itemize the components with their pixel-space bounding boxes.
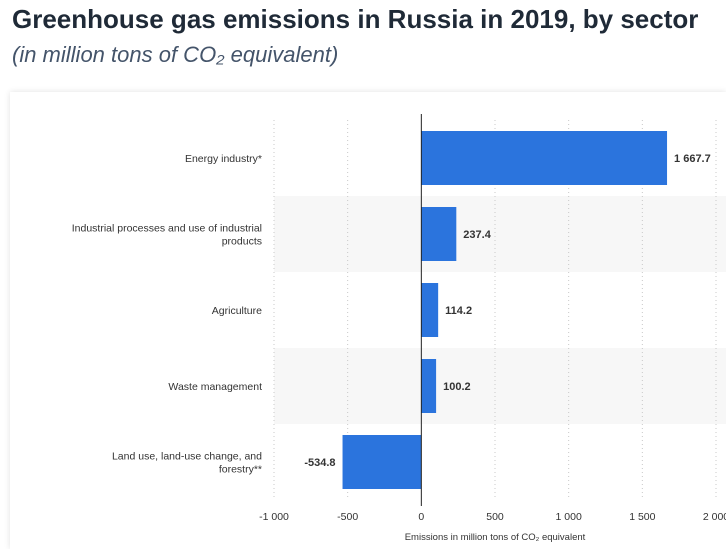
category-label: Industrial processes and use of industri… <box>72 223 262 248</box>
bar <box>421 207 456 261</box>
row-band <box>274 348 726 424</box>
category-label: Waste management <box>168 381 262 393</box>
chart-title: Greenhouse gas emissions in Russia in 20… <box>12 4 698 35</box>
data-label: -534.8 <box>304 457 335 469</box>
bar <box>421 359 436 413</box>
x-tick-label: 500 <box>486 511 504 523</box>
data-label: 114.2 <box>445 305 472 317</box>
category-label: Energy industry* <box>185 153 262 165</box>
x-axis-title: Emissions in million tons of CO₂ equival… <box>405 532 586 543</box>
data-label: 100.2 <box>443 381 471 393</box>
bar <box>343 435 422 489</box>
bar-chart: 1 667.7 237.4 114.2 100.2 -534.8 Energy indus… <box>10 92 726 549</box>
x-tick-label: 0 <box>418 511 424 523</box>
x-tick-label: 1 500 <box>629 511 655 523</box>
data-label: 237.4 <box>463 229 491 241</box>
chart-subtitle: (in million tons of CO₂ equivalent) <box>12 42 338 68</box>
x-tick-label: 1 000 <box>556 511 582 523</box>
bar <box>421 283 438 337</box>
data-label: 1 667.7 <box>674 153 711 165</box>
page: Greenhouse gas emissions in Russia in 20… <box>0 0 726 549</box>
bar <box>421 131 667 185</box>
category-label: Land use, land-use change, and forestry** <box>112 451 262 476</box>
x-tick-label: -500 <box>337 511 358 523</box>
chart-card: 1 667.7 237.4 114.2 100.2 -534.8 Energy indus… <box>10 92 726 549</box>
x-tick-label: 2 000 <box>703 511 726 523</box>
row-band <box>274 196 726 272</box>
category-label: Agriculture <box>212 305 262 317</box>
x-tick-label: -1 000 <box>259 511 289 523</box>
